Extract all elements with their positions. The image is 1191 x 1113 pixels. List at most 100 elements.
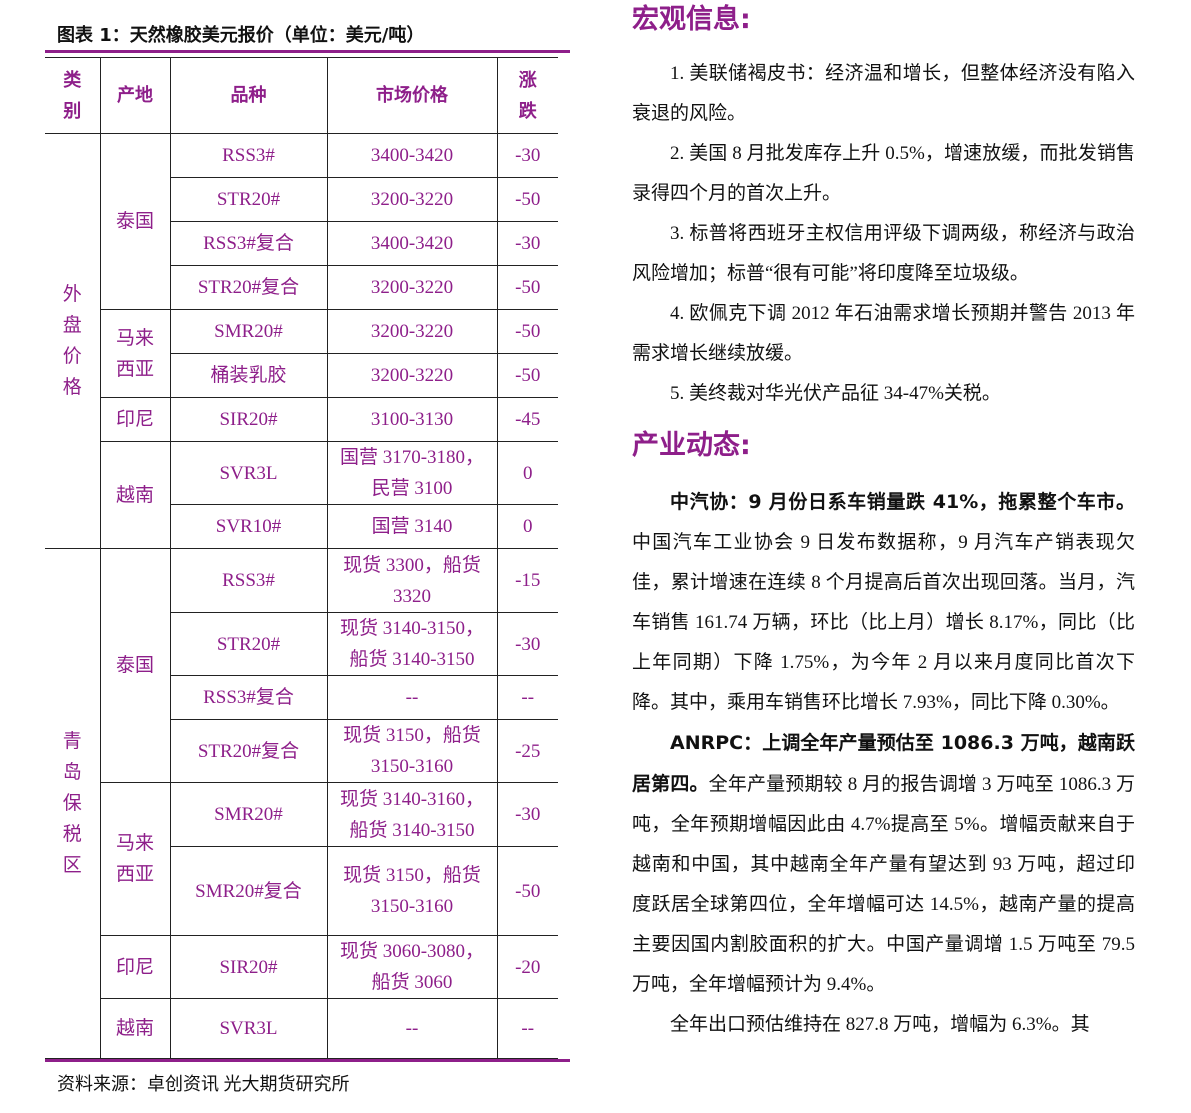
origin-label: 马来西亚 — [115, 833, 154, 885]
price-cell: 现货 3300，船货 3320 — [326, 548, 498, 613]
paragraph-text: 中国汽车工业协会 9 日发布数据称，9 月汽车产销表现欠佳，累计增速在连续 8 … — [632, 532, 1135, 713]
change-cell: -50 — [496, 353, 558, 398]
change-cell: -30 — [496, 133, 558, 178]
variety-cell: RSS3#复合 — [169, 675, 328, 720]
region-label: 青岛保税区 — [62, 731, 82, 876]
paragraph-text: 5. 美终裁对华光伏产品征 34-47%关税。 — [670, 383, 1001, 404]
change-cell: -50 — [496, 846, 558, 936]
header-cell: 产地 — [99, 57, 171, 134]
paragraph-text: 3. 标普将西班牙主权信用评级下调两级，称经济与政治风险增加；标普“很有可能”将… — [632, 223, 1135, 284]
header-cell: 市场价格 — [326, 57, 498, 134]
table-row: 外盘价格 泰国 RSS3# 3400-3420 -30 — [45, 133, 558, 549]
paragraph-text: 4. 欧佩克下调 2012 年石油需求增长预期并警告 2013 年需求增长继续放… — [632, 303, 1135, 364]
origin-cell: 马来西亚 — [99, 782, 171, 936]
table-row: 青岛保税区 泰国 RSS3# 现货 3300，船货 3320 -15 — [45, 548, 558, 1059]
origin-cell: 泰国 — [99, 548, 171, 783]
change-cell: 0 — [496, 504, 558, 549]
table-title: 图表 1：天然橡胶美元报价（单位：美元/吨） — [45, 22, 570, 53]
change-cell: -30 — [496, 612, 558, 676]
variety-cell: SIR20# — [169, 397, 328, 442]
paragraph-text: 1. 美联储褐皮书：经济温和增长，但整体经济没有陷入衰退的风险。 — [632, 63, 1135, 124]
price-cell: 现货 3150，船货 3150-3160 — [326, 846, 498, 936]
change-cell: -15 — [496, 548, 558, 613]
paragraph-text: 全年产量预期较 8 月的报告调增 3 万吨至 1086.3 万吨，全年预期增幅因… — [632, 774, 1135, 995]
variety-cell: SIR20# — [169, 935, 328, 999]
origin-label: 印尼 — [115, 956, 154, 978]
variety-cell: SVR3L — [169, 998, 328, 1059]
price-cell: 国营 3170-3180，民营 3100 — [326, 441, 498, 505]
origin-label: 泰国 — [115, 655, 154, 676]
change-cell: -50 — [496, 177, 558, 222]
origin-cell: 印尼 — [99, 935, 171, 999]
price-cell: 现货 3140-3160，船货 3140-3150 — [326, 782, 498, 847]
paragraph: 2. 美国 8 月批发库存上升 0.5%，增速放缓，而批发销售录得四个月的首次上… — [632, 134, 1135, 214]
origin-cell: 马来西亚 — [99, 309, 171, 398]
price-cell: 3200-3220 — [326, 177, 498, 222]
origin-cell: 越南 — [99, 998, 171, 1059]
table-row: 越南 SVR3L 国营 3170-3180，民营 3100 0 — [45, 441, 558, 549]
table-row: STR20# 现货 3140-3150，船货 3140-3150 -30 — [45, 612, 558, 676]
header-cell: 涨跌 — [496, 57, 558, 134]
source-note: 资料来源：卓创资讯 光大期货研究所 — [57, 1074, 350, 1094]
table-row: 印尼 SIR20# 3100-3130 -45 — [45, 397, 558, 442]
table-row: STR20#复合 3200-3220 -50 — [45, 265, 558, 310]
price-table: 类别 产地 品种 市场价格 涨跌 外盘价格 泰国 RSS3# 3400-3420 -30 STR20… — [45, 57, 558, 1059]
price-cell: 现货 3150，船货 3150-3160 — [326, 719, 498, 783]
paragraph: 全年出口预估维持在 827.8 万吨，增幅为 6.3%。其 — [632, 1005, 1135, 1045]
price-cell: 3400-3420 — [326, 133, 498, 178]
origin-cell: 泰国 — [99, 133, 171, 310]
change-cell: -- — [496, 998, 558, 1059]
paragraph: 4. 欧佩克下调 2012 年石油需求增长预期并警告 2013 年需求增长继续放… — [632, 294, 1135, 374]
origin-label: 印尼 — [115, 409, 154, 430]
header-row: 类别 产地 品种 市场价格 涨跌 — [45, 57, 558, 134]
article: 宏观信息: 1. 美联储褐皮书：经济温和增长，但整体经济没有陷入衰退的风险。 2. … — [632, 0, 1135, 1045]
price-cell: 3200-3220 — [326, 309, 498, 354]
table-row: RSS3#复合 -- -- — [45, 675, 558, 720]
change-cell: -- — [496, 675, 558, 720]
price-cell: -- — [326, 998, 498, 1059]
variety-cell: STR20#复合 — [169, 719, 328, 783]
change-cell: -45 — [496, 397, 558, 442]
region-cell: 外盘价格 — [45, 133, 101, 549]
change-cell: 0 — [496, 441, 558, 505]
variety-cell: STR20# — [169, 177, 328, 222]
change-cell: -20 — [496, 935, 558, 999]
table-row: 马来西亚 SMR20# 现货 3140-3160，船货 3140-3150 -30 — [45, 782, 558, 936]
table-row: 桶装乳胶 3200-3220 -50 — [45, 353, 558, 398]
header-text: 类别 — [63, 69, 82, 122]
region-label: 外盘价格 — [62, 284, 82, 398]
change-cell: -30 — [496, 782, 558, 847]
origin-label: 马来西亚 — [115, 327, 154, 380]
section-heading: 宏观信息: — [632, 4, 751, 35]
table-row: SMR20#复合 现货 3150，船货 3150-3160 -50 — [45, 846, 558, 936]
change-cell: -50 — [496, 265, 558, 310]
table-row: 越南 SVR3L -- -- — [45, 998, 558, 1059]
paragraph-lead: 中汽协：9 月份日系车销量跌 41%，拖累整个车市。 — [670, 491, 1135, 513]
table-panel: 图表 1：天然橡胶美元报价（单位：美元/吨） 类别 产地 品种 市场价格 涨跌 外盘价格泰… — [45, 22, 570, 1096]
origin-label: 泰国 — [115, 211, 154, 232]
variety-cell: SMR20# — [169, 309, 328, 354]
variety-cell: 桶装乳胶 — [169, 353, 328, 398]
region-cell: 青岛保税区 — [45, 548, 101, 1059]
origin-cell: 印尼 — [99, 397, 171, 442]
change-cell: -25 — [496, 719, 558, 783]
price-cell: 3200-3220 — [326, 353, 498, 398]
table-rule — [45, 1059, 570, 1062]
header-text: 涨跌 — [518, 69, 537, 122]
table-row: SVR10# 国营 3140 0 — [45, 504, 558, 549]
paragraph-text: 全年出口预估维持在 827.8 万吨，增幅为 6.3%。其 — [670, 1014, 1090, 1035]
table-row: 马来西亚 SMR20# 3200-3220 -50 — [45, 309, 558, 398]
variety-cell: SVR10# — [169, 504, 328, 549]
origin-label: 越南 — [115, 1018, 154, 1039]
origin-cell: 越南 — [99, 441, 171, 549]
variety-cell: SVR3L — [169, 441, 328, 505]
paragraph: 中汽协：9 月份日系车销量跌 41%，拖累整个车市。中国汽车工业协会 9 日发布… — [632, 482, 1135, 723]
price-cell: -- — [326, 675, 498, 720]
paragraph: 1. 美联储褐皮书：经济温和增长，但整体经济没有陷入衰退的风险。 — [632, 54, 1135, 134]
price-cell: 国营 3140 — [326, 504, 498, 549]
price-cell: 现货 3060-3080，船货 3060 — [326, 935, 498, 999]
paragraph: 3. 标普将西班牙主权信用评级下调两级，称经济与政治风险增加；标普“很有可能”将… — [632, 214, 1135, 294]
paragraph: 5. 美终裁对华光伏产品征 34-47%关税。 — [632, 374, 1135, 414]
variety-cell: RSS3# — [169, 548, 328, 613]
paragraph-text: 2. 美国 8 月批发库存上升 0.5%，增速放缓，而批发销售录得四个月的首次上… — [632, 143, 1135, 204]
